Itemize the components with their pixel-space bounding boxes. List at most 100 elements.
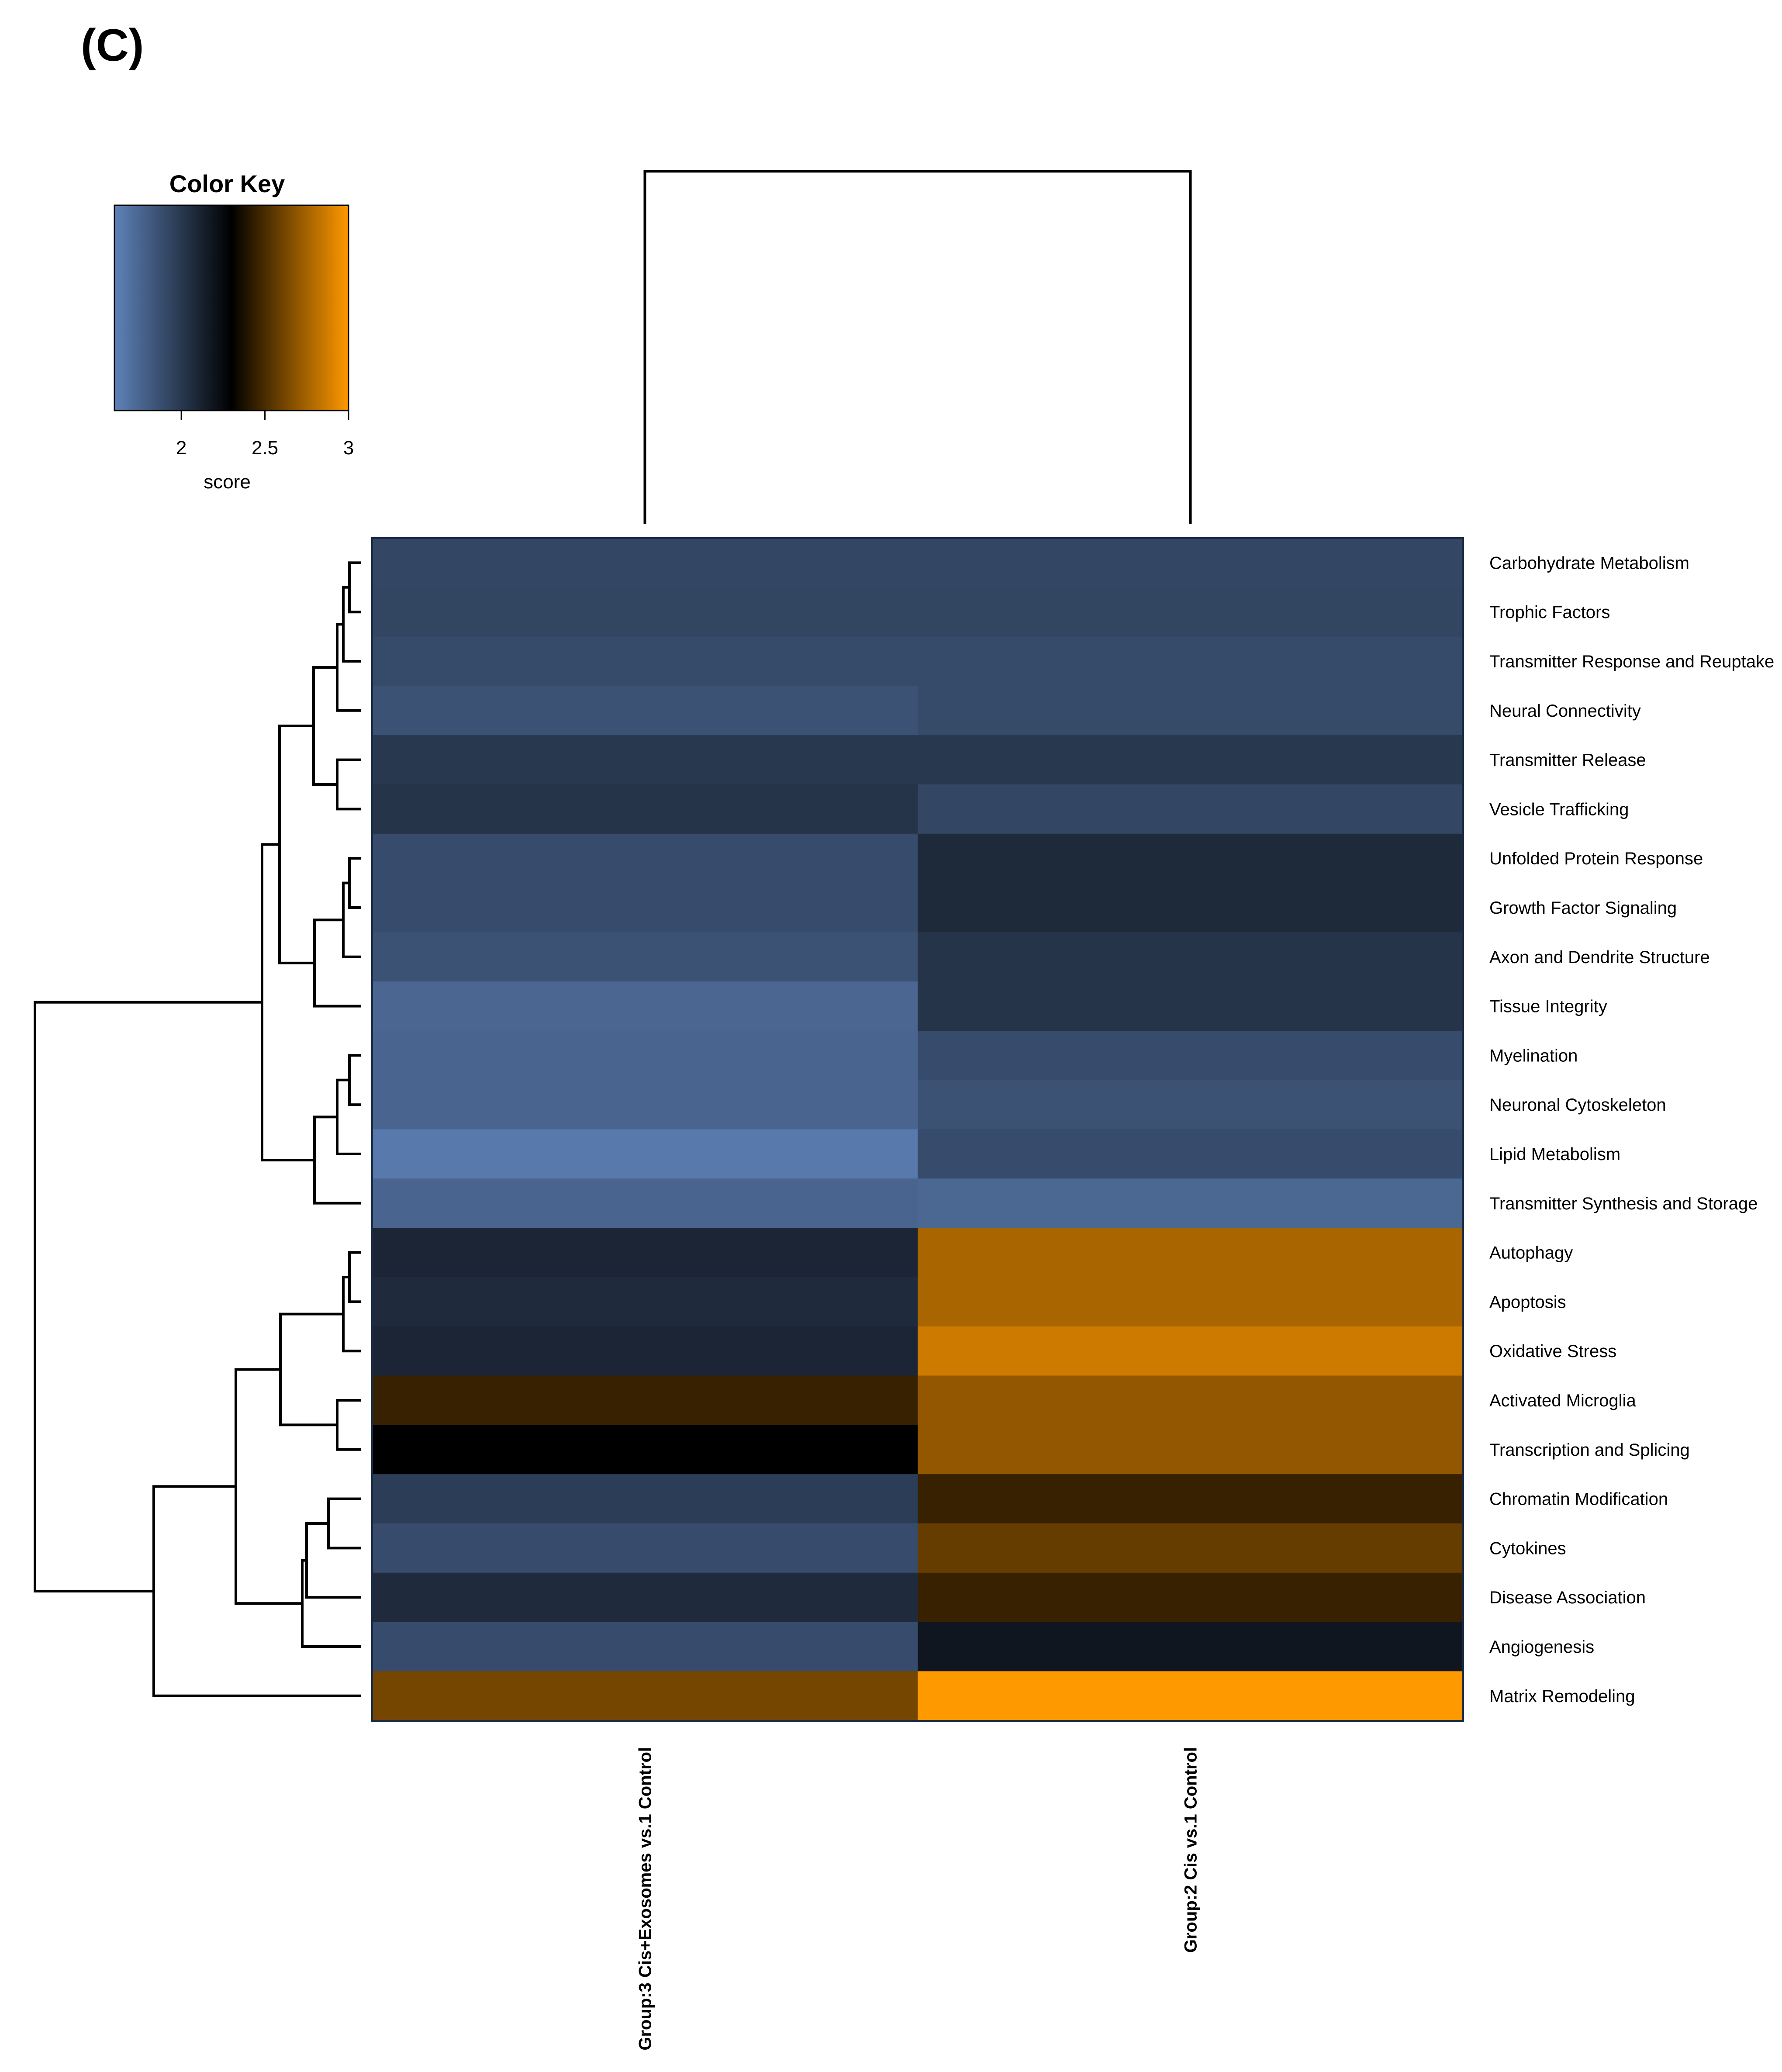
row-dendrogram-branch	[342, 586, 361, 663]
row-dendrogram-branch	[305, 1522, 361, 1599]
row-label: Tissue Integrity	[1489, 997, 1607, 1016]
heatmap-cell	[372, 1178, 918, 1228]
row-dendrogram-branch	[34, 1001, 262, 1593]
row-dendrogram-branch	[348, 1251, 361, 1303]
heatmap-cell	[372, 1129, 918, 1179]
row-dendrogram-branch	[312, 666, 337, 786]
row-dendrogram-branch	[278, 725, 314, 964]
row-label: Autophagy	[1489, 1243, 1573, 1263]
heatmap-cell	[918, 735, 1463, 785]
column-labels: Group:3 Cis+Exosomes vs.1 Control Group:2…	[636, 1747, 1201, 2051]
color-key-tick-label: 3	[343, 437, 354, 459]
row-dendrogram-branch	[301, 1559, 361, 1648]
row-dendrogram	[34, 561, 361, 1697]
heatmap-cell	[918, 686, 1463, 736]
row-label: Unfolded Protein Response	[1489, 849, 1703, 868]
heatmap-cell	[372, 1622, 918, 1671]
heatmap-cell	[372, 1375, 918, 1425]
heatmap-cell	[372, 1277, 918, 1327]
row-dendrogram-branch	[348, 561, 361, 614]
color-key-gradient	[114, 204, 349, 411]
column-dendrogram	[643, 170, 1192, 524]
heatmap-cell	[372, 1671, 918, 1721]
heatmap-cells	[372, 538, 1463, 1721]
row-dendrogram-branch	[327, 1497, 361, 1550]
row-label: Vesicle Trafficking	[1489, 800, 1629, 819]
heatmap-cell	[372, 833, 918, 884]
heatmap-cell	[918, 1671, 1463, 1721]
row-label: Myelination	[1489, 1046, 1578, 1065]
heatmap-cell	[918, 538, 1463, 588]
heatmap-cell	[918, 1523, 1463, 1573]
row-label: Growth Factor Signaling	[1489, 898, 1677, 918]
heatmap-cell	[918, 636, 1463, 686]
heatmap-cell	[372, 1425, 918, 1475]
heatmap-cell	[918, 1228, 1463, 1278]
heatmap-cell	[918, 833, 1463, 884]
heatmap-cell	[372, 636, 918, 686]
heatmap-cell	[918, 1375, 1463, 1425]
heatmap-cell	[372, 1228, 918, 1278]
heatmap-cell	[372, 1031, 918, 1081]
heatmap-cell	[372, 1523, 918, 1573]
row-dendrogram-branch	[348, 857, 361, 909]
heatmap-cell	[918, 1277, 1463, 1327]
heatmap-cell	[372, 1474, 918, 1524]
row-dendrogram-branch	[348, 1054, 361, 1106]
color-key-tick-label: 2.5	[252, 437, 278, 459]
color-key-title: Color Key	[169, 170, 285, 197]
column-label: Group:2 Cis vs.1 Control	[1181, 1747, 1201, 1953]
row-label: Transmitter Response and Reuptake	[1489, 652, 1774, 671]
row-label: Cytokines	[1489, 1539, 1566, 1558]
row-label: Neuronal Cytoskeleton	[1489, 1095, 1666, 1115]
heatmap-cell	[918, 1080, 1463, 1130]
heatmap-cell	[372, 1326, 918, 1376]
heatmap-cell	[918, 1031, 1463, 1081]
row-label: Transmitter Release	[1489, 751, 1646, 770]
row-label: Neural Connectivity	[1489, 701, 1641, 721]
row-dendrogram-branch	[342, 1276, 361, 1353]
row-label: Apoptosis	[1489, 1292, 1566, 1312]
heatmap-cell	[372, 883, 918, 932]
heatmap-cell	[372, 587, 918, 637]
color-key-ticks: 2 2.5 3	[176, 411, 354, 459]
row-dendrogram-branch	[235, 1368, 302, 1605]
row-label: Angiogenesis	[1489, 1637, 1594, 1657]
row-label: Disease Association	[1489, 1588, 1646, 1607]
row-label: Activated Microglia	[1489, 1391, 1636, 1410]
row-label: Carbohydrate Metabolism	[1489, 553, 1689, 573]
heatmap-cell	[918, 883, 1463, 932]
row-label: Lipid Metabolism	[1489, 1145, 1620, 1164]
heatmap-cell	[918, 1326, 1463, 1376]
row-dendrogram-branch	[336, 623, 361, 712]
heatmap-cell	[918, 1129, 1463, 1179]
row-dendrogram-branch	[279, 1312, 343, 1426]
row-dendrogram-branch	[336, 1399, 361, 1451]
heatmap-cell	[918, 587, 1463, 637]
row-label: Axon and Dendrite Structure	[1489, 948, 1710, 967]
color-key-tick-label: 2	[176, 437, 186, 459]
heatmap-cell	[918, 1474, 1463, 1524]
column-label: Group:3 Cis+Exosomes vs.1 Control	[636, 1747, 655, 2051]
row-dendrogram-branch	[342, 881, 361, 958]
heatmap-cell	[372, 932, 918, 982]
color-key: Color Key 2 2.5 3 score	[114, 170, 354, 493]
row-label: Transmitter Synthesis and Storage	[1489, 1194, 1758, 1213]
heatmap-cell	[372, 1572, 918, 1623]
heatmap-cell	[372, 981, 918, 1031]
heatmap-cell	[918, 932, 1463, 982]
heatmap-cell	[918, 1622, 1463, 1671]
row-dendrogram-branch	[313, 919, 361, 1008]
heatmap-cell	[372, 735, 918, 785]
panel-label: (C)	[81, 20, 144, 71]
heatmap-cell	[372, 686, 918, 736]
column-dendrogram-branch	[643, 170, 1192, 524]
row-label: Oxidative Stress	[1489, 1342, 1616, 1361]
heatmap-cell	[372, 538, 918, 588]
row-label: Transcription and Splicing	[1489, 1440, 1690, 1460]
row-label: Matrix Remodeling	[1489, 1687, 1635, 1706]
heatmap-cell	[918, 784, 1463, 834]
heatmap-cell	[918, 1572, 1463, 1623]
row-dendrogram-branch	[261, 843, 314, 1162]
